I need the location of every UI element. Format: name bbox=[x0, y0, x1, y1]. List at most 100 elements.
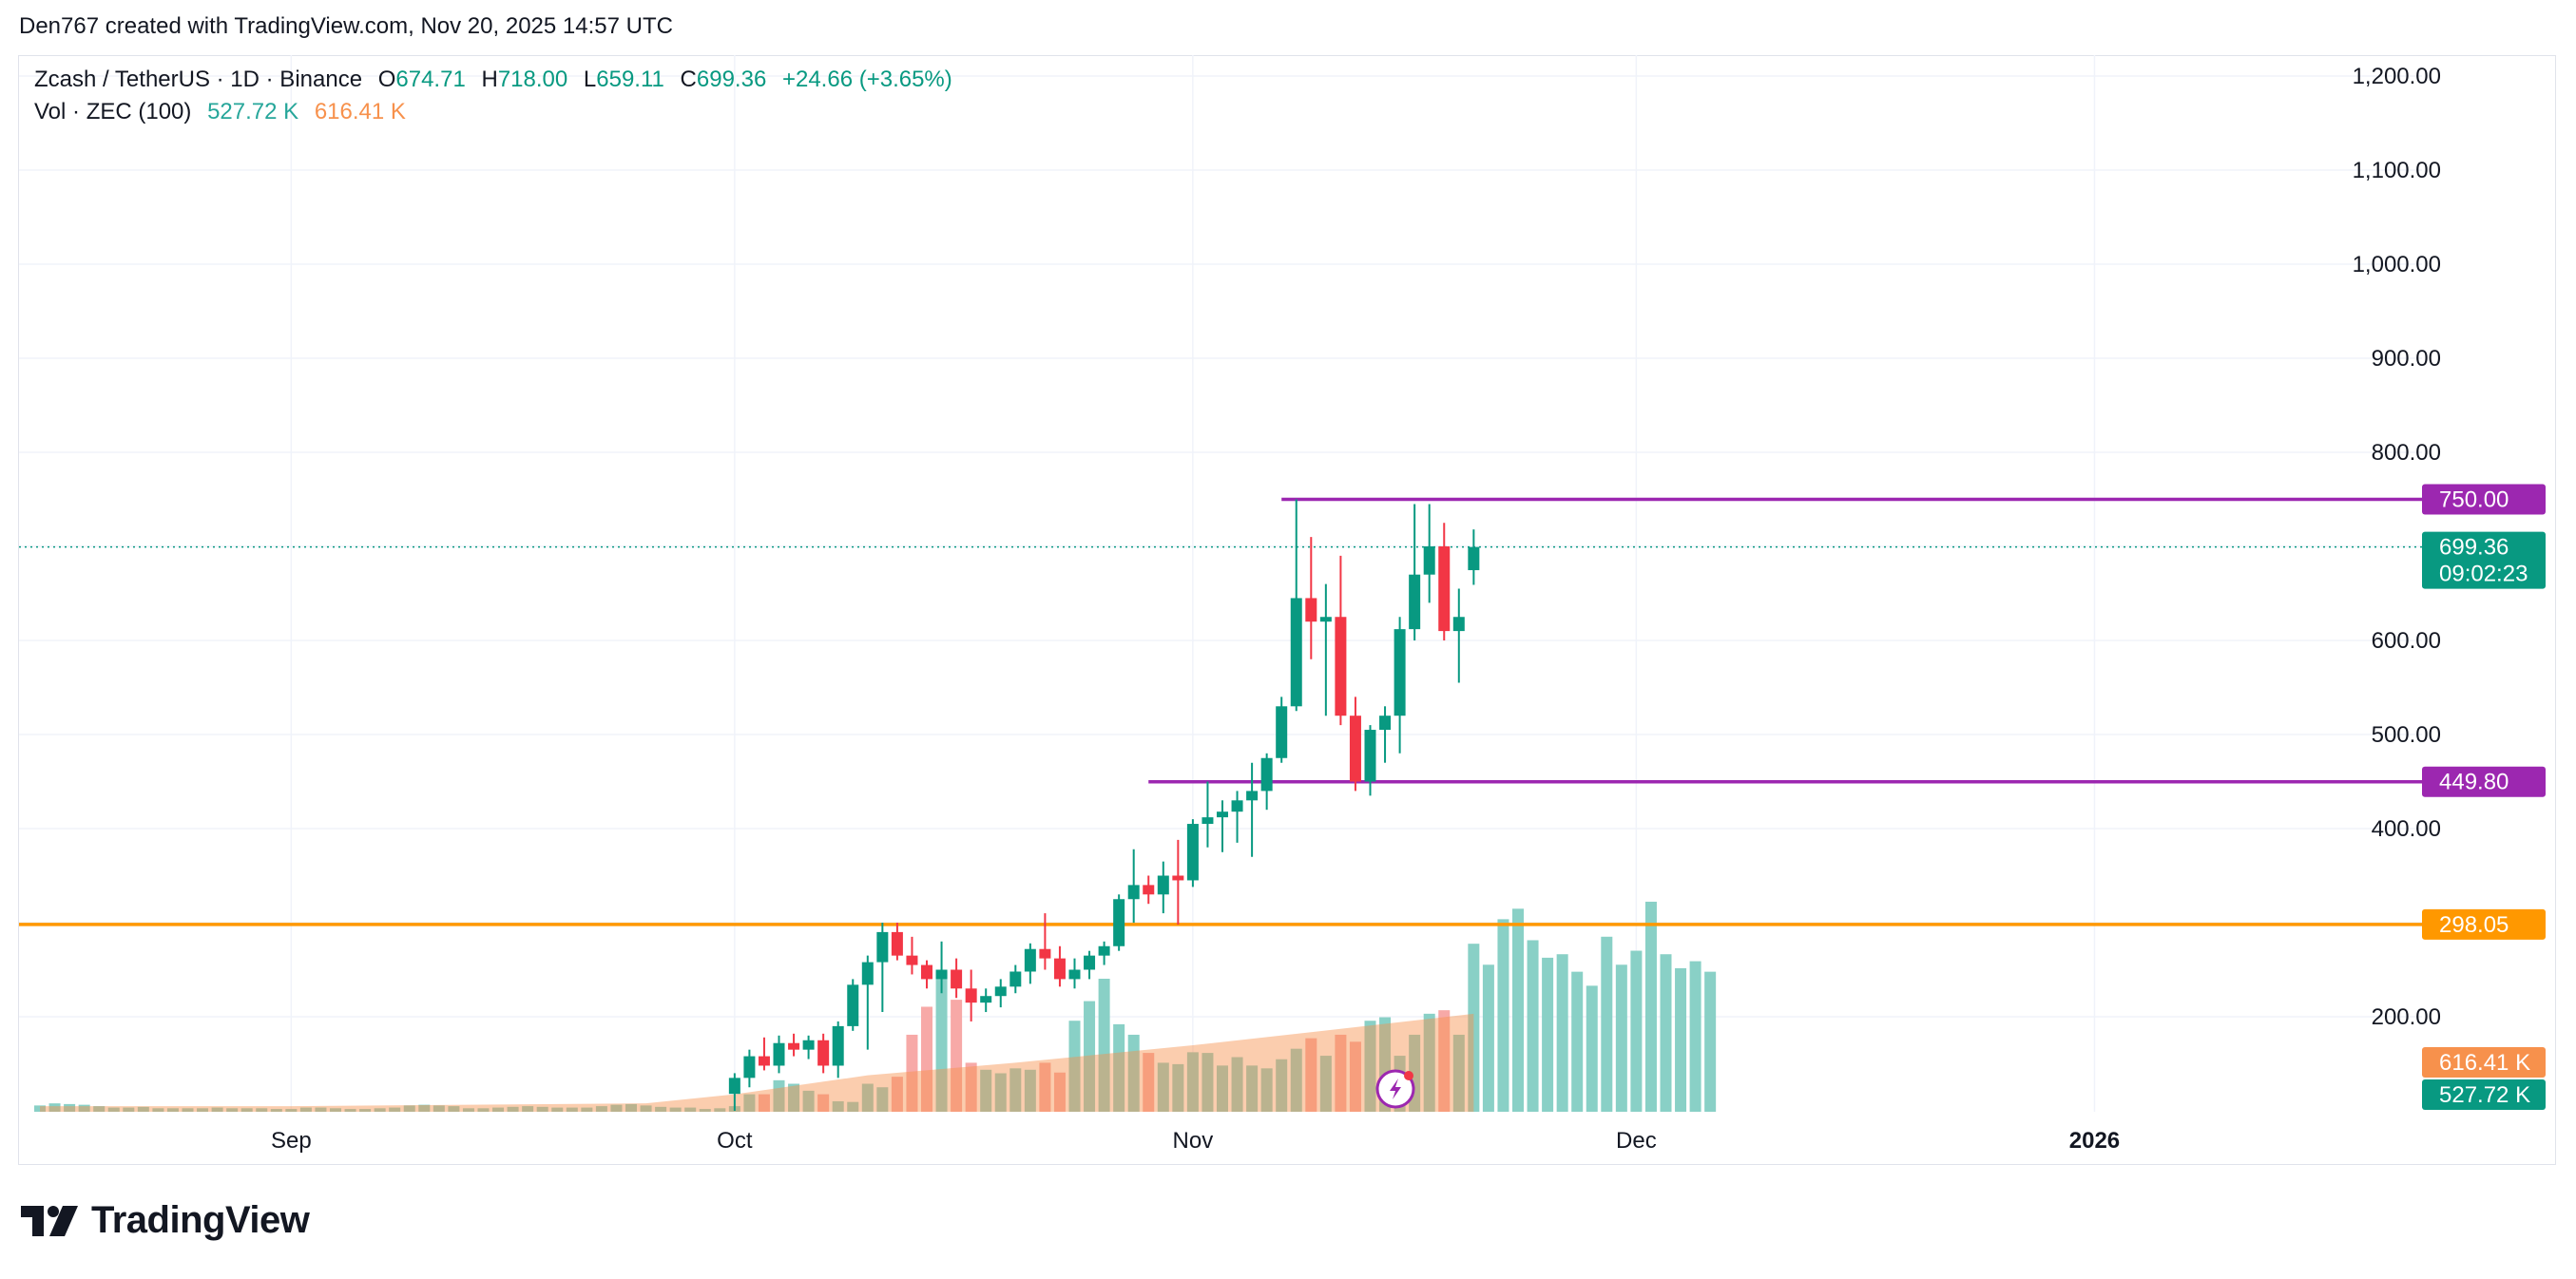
candle-body bbox=[1423, 546, 1435, 575]
volume-bar bbox=[492, 1107, 505, 1112]
volume-bar bbox=[1438, 1010, 1451, 1112]
grid-lines bbox=[19, 55, 2422, 1112]
price-tick-label: 900.00 bbox=[2372, 346, 2441, 372]
volume-badge-text: 527.72 K bbox=[2439, 1082, 2530, 1108]
volume-bar bbox=[197, 1108, 209, 1112]
time-axis: Sep Oct Nov Dec 2026 bbox=[271, 1128, 2120, 1154]
candle bbox=[1186, 819, 1199, 888]
price-tick-label: 800.00 bbox=[2372, 440, 2441, 466]
open-label: O bbox=[377, 67, 396, 92]
volume-bar bbox=[1201, 1053, 1214, 1112]
volume-bar bbox=[1527, 940, 1539, 1112]
volume-bar bbox=[1615, 964, 1627, 1112]
volume-bar bbox=[477, 1108, 490, 1112]
last-price-badge-text: 09:02:23 bbox=[2439, 562, 2528, 587]
tradingview-logo[interactable]: TradingView bbox=[21, 1199, 310, 1242]
candle bbox=[1379, 706, 1392, 763]
volume-bar bbox=[1644, 901, 1657, 1112]
candle bbox=[1260, 753, 1273, 811]
volume-bar bbox=[758, 1094, 770, 1112]
last-price-badge-text: 699.36 bbox=[2439, 535, 2509, 561]
volume-bar bbox=[1512, 908, 1524, 1112]
candle bbox=[861, 955, 874, 1050]
candle bbox=[1113, 894, 1125, 951]
price-tick-label: 600.00 bbox=[2372, 628, 2441, 654]
volume-bar bbox=[965, 1062, 977, 1112]
high-label: H bbox=[481, 67, 498, 92]
symbol-legend[interactable]: Zcash / TetherUS · 1D · Binance O674.71 … bbox=[34, 67, 952, 93]
candle bbox=[1009, 964, 1022, 994]
time-tick-label: Dec bbox=[1616, 1128, 1657, 1154]
price-tick-label: 400.00 bbox=[2372, 816, 2441, 842]
volume-ma-badge-text: 616.41 K bbox=[2439, 1050, 2530, 1076]
volume-bar bbox=[240, 1108, 253, 1112]
candle-body bbox=[876, 931, 889, 963]
candle-body bbox=[1186, 824, 1199, 881]
time-tick-label: Oct bbox=[717, 1128, 753, 1154]
candle bbox=[994, 979, 1007, 1008]
candle bbox=[1290, 499, 1302, 712]
symbol-name[interactable]: Zcash / TetherUS · 1D · Binance bbox=[34, 67, 363, 92]
change-value: +24.66 (+3.65%) bbox=[781, 67, 952, 92]
candle-body bbox=[1068, 969, 1081, 980]
volume-bar bbox=[935, 971, 948, 1112]
volume-bar bbox=[1305, 1038, 1317, 1112]
close-value: 699.36 bbox=[696, 67, 767, 92]
volume-bar bbox=[1497, 919, 1509, 1112]
volume-bar bbox=[861, 1083, 874, 1112]
volume-bar bbox=[211, 1107, 223, 1112]
candle-body bbox=[847, 984, 859, 1026]
volume-bar bbox=[610, 1104, 623, 1112]
volume-bar bbox=[1009, 1068, 1022, 1112]
candle-body bbox=[965, 988, 977, 1003]
candle-body bbox=[1335, 617, 1347, 716]
volume-bar bbox=[1084, 1001, 1096, 1112]
volume-bar bbox=[876, 1087, 889, 1112]
candle-body bbox=[1394, 629, 1406, 716]
volume-bar bbox=[48, 1103, 61, 1112]
level-badge-text: 298.05 bbox=[2439, 912, 2509, 938]
volume-bar bbox=[1660, 954, 1672, 1112]
volume-bar bbox=[847, 1101, 859, 1112]
volume-bar bbox=[507, 1106, 519, 1112]
volume-bar bbox=[123, 1107, 135, 1112]
candle bbox=[1394, 617, 1406, 754]
candle-body bbox=[1276, 706, 1288, 758]
volume-bar bbox=[714, 1108, 726, 1112]
candle bbox=[832, 1021, 844, 1079]
volume-bar bbox=[433, 1105, 445, 1112]
volume-bar bbox=[1172, 1063, 1184, 1112]
candle bbox=[1201, 781, 1214, 848]
candle bbox=[1231, 791, 1243, 843]
volume-bar bbox=[891, 1077, 903, 1112]
price-tick-label: 500.00 bbox=[2372, 722, 2441, 748]
volume-label[interactable]: Vol · ZEC (100) bbox=[34, 99, 192, 124]
candle bbox=[906, 936, 918, 975]
volume-bar bbox=[536, 1106, 548, 1112]
volume-bar bbox=[1586, 985, 1598, 1112]
candle-body bbox=[773, 1042, 785, 1066]
volume-bar bbox=[1704, 971, 1717, 1112]
volume-ma-badge-box bbox=[2422, 1047, 2546, 1078]
volume-legend[interactable]: Vol · ZEC (100) 527.72 K 616.41 K bbox=[34, 99, 406, 125]
candle-body bbox=[906, 955, 918, 965]
candle bbox=[1335, 555, 1347, 726]
candle bbox=[743, 1049, 756, 1088]
volume-bar bbox=[1349, 1041, 1361, 1112]
level-badge-box bbox=[2422, 908, 2546, 940]
candle-body bbox=[788, 1042, 800, 1050]
candle bbox=[935, 941, 948, 994]
candle bbox=[1172, 839, 1184, 925]
price-tick-label: 200.00 bbox=[2372, 1004, 2441, 1030]
candle-body bbox=[861, 962, 874, 985]
replay-icon[interactable] bbox=[1375, 1069, 1415, 1109]
volume-bar bbox=[137, 1106, 149, 1112]
volume-bar bbox=[1098, 979, 1110, 1112]
volume-bar bbox=[1630, 950, 1643, 1112]
candle-body bbox=[1379, 716, 1392, 731]
candle-body bbox=[1468, 546, 1480, 571]
candle bbox=[1127, 849, 1140, 923]
volume-bar bbox=[344, 1109, 356, 1112]
volume-bar bbox=[1246, 1065, 1259, 1112]
